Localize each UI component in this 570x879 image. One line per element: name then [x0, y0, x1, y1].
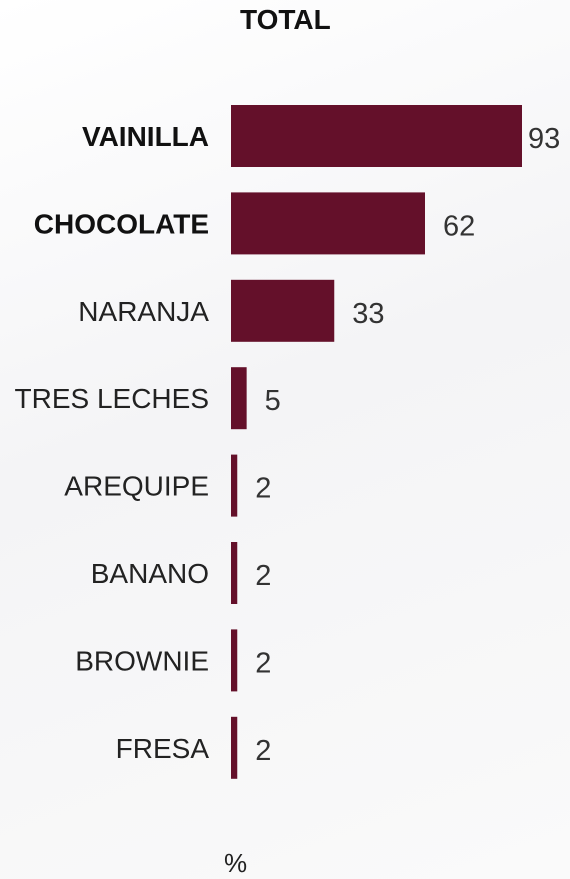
category-label: BROWNIE — [75, 645, 209, 676]
category-label: TRES LECHES — [15, 383, 210, 414]
chart-title-area: TOTAL — [0, 0, 570, 50]
bar-banano — [231, 542, 238, 604]
bar-fresa — [231, 716, 238, 779]
value-label: 2 — [255, 735, 271, 767]
value-label: 33 — [352, 298, 384, 330]
category-label: VAINILLA — [82, 121, 209, 152]
value-label: 5 — [265, 385, 281, 417]
category-label: AREQUIPE — [64, 471, 209, 502]
bar-vainilla — [231, 105, 522, 167]
value-label: 62 — [443, 210, 475, 242]
bar-tres-leches — [231, 367, 247, 430]
category-label: FRESA — [116, 733, 210, 764]
bar-chocolate — [231, 192, 425, 255]
category-label: CHOCOLATE — [34, 208, 209, 239]
category-label: NARANJA — [78, 296, 209, 327]
value-label: 2 — [255, 473, 271, 505]
chart-title: TOTAL — [240, 4, 331, 35]
unit-label: % — [224, 848, 248, 878]
value-label: 2 — [255, 560, 271, 592]
category-label: BANANO — [91, 558, 209, 589]
bar-brownie — [231, 629, 238, 692]
value-label: 2 — [255, 647, 271, 679]
bar-naranja — [231, 279, 335, 342]
value-label: 93 — [528, 123, 560, 155]
bar-arequipe — [231, 454, 238, 517]
